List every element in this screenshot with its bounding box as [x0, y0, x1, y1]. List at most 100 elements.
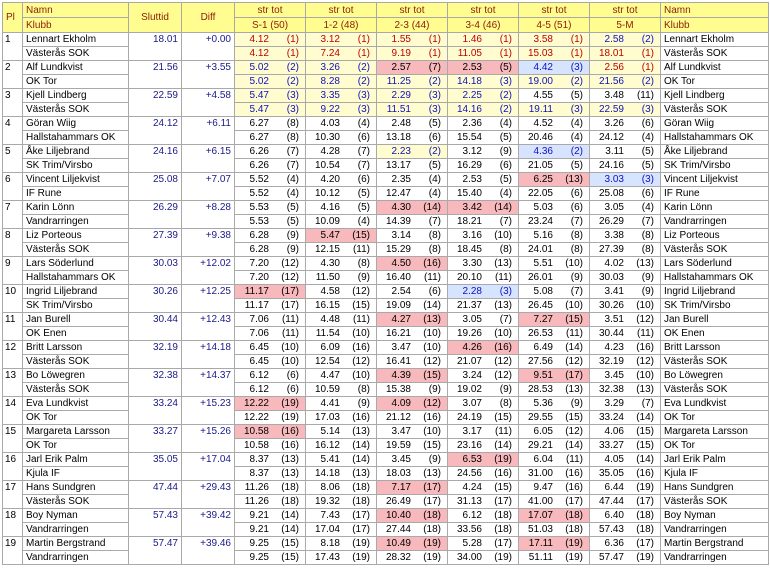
runner-name-right[interactable]: Eva Lundkvist: [660, 396, 769, 411]
header-leg-3[interactable]: 2-3 (44): [376, 17, 448, 33]
runner-name-right[interactable]: Bo Löwegren: [660, 368, 769, 383]
runner-name-right[interactable]: Britt Larsson: [660, 340, 769, 355]
header-leg-5-top[interactable]: str tot: [518, 2, 590, 18]
runner-name-right[interactable]: Karin Lönn: [660, 200, 769, 215]
header-leg-2-top[interactable]: str tot: [305, 2, 377, 18]
runner-name-right[interactable]: Jan Burell: [660, 312, 769, 327]
split-rank: (16): [281, 426, 299, 437]
header-leg-5[interactable]: 4-5 (51): [518, 17, 590, 33]
total-rank: (3): [570, 104, 583, 115]
runner-name[interactable]: Margareta Larsson: [22, 424, 129, 439]
runner-name-right[interactable]: Hans Sundgren: [660, 480, 769, 495]
split-rank: (6): [428, 286, 441, 297]
split-cell: 6.44 (19): [589, 480, 661, 495]
total-rank: (3): [499, 76, 512, 87]
runner-name[interactable]: Vincent Liljekvist: [22, 172, 129, 187]
split-rank: (12): [636, 314, 654, 325]
runner-name[interactable]: Karin Lönn: [22, 200, 129, 215]
runner-name[interactable]: Lennart Ekholm: [22, 32, 129, 47]
total-rank: (2): [499, 104, 512, 115]
split-time: 6.04: [533, 454, 553, 465]
runner-name-right[interactable]: Martin Bergstrand: [660, 536, 769, 551]
runner-name-right[interactable]: Göran Wiig: [660, 116, 769, 131]
split-cell: 4.23 (16): [589, 340, 661, 355]
split-cell: 7.43 (17): [305, 508, 377, 523]
table-row-sub: Västerås SOK 4.12 (1) 7.24 (1) 9.19 (1) 11.05 (1…: [3, 46, 769, 61]
split-time: 3.16: [462, 230, 482, 241]
total-rank: (14): [494, 440, 512, 451]
total-time: 24.01: [527, 244, 553, 255]
runner-name[interactable]: Alf Lundkvist: [22, 60, 129, 75]
runner-name-right[interactable]: Margareta Larsson: [660, 424, 769, 439]
runner-name[interactable]: Kjell Lindberg: [22, 88, 129, 103]
runner-name-right[interactable]: Alf Lundkvist: [660, 60, 769, 75]
runner-name[interactable]: Bo Löwegren: [22, 368, 129, 383]
runner-name[interactable]: Jan Burell: [22, 312, 129, 327]
total-cell: 30.03 (9): [589, 270, 661, 285]
runner-name[interactable]: Jarl Erik Palm: [22, 452, 129, 467]
header-leg-1[interactable]: S-1 (50): [234, 17, 306, 33]
runner-name[interactable]: Liz Porteous: [22, 228, 129, 243]
finish-time: 30.26: [128, 284, 182, 313]
split-cell: 3.12 (1): [305, 32, 377, 47]
runner-name[interactable]: Ingrid Liljebrand: [22, 284, 129, 299]
split-rank: (15): [494, 482, 512, 493]
runner-name[interactable]: Martin Bergstrand: [22, 536, 129, 551]
total-rank: (9): [499, 384, 512, 395]
header-leg-4[interactable]: 3-4 (46): [447, 17, 519, 33]
header-leg-2[interactable]: 1-2 (48): [305, 17, 377, 33]
total-time: 27.39: [598, 244, 624, 255]
header-leg-3-top[interactable]: str tot: [376, 2, 448, 18]
total-cell: 27.56 (12): [518, 354, 590, 369]
runner-name[interactable]: Eva Lundkvist: [22, 396, 129, 411]
header-leg-1-top[interactable]: str tot: [234, 2, 306, 18]
runner-name-right[interactable]: Jarl Erik Palm: [660, 452, 769, 467]
header-leg-6-top[interactable]: str tot: [589, 2, 661, 18]
total-rank: (12): [423, 356, 441, 367]
total-rank: (18): [352, 496, 370, 507]
header-sluttid[interactable]: Sluttid: [128, 2, 182, 33]
header-pl: Pl: [2, 2, 23, 33]
split-time: 1.55: [391, 34, 411, 45]
total-cell: 17.04 (17): [305, 522, 377, 537]
runner-name-right[interactable]: Vincent Liljekvist: [660, 172, 769, 187]
runner-name-right[interactable]: Kjell Lindberg: [660, 88, 769, 103]
total-time: 12.54: [314, 356, 340, 367]
split-rank: (16): [423, 258, 441, 269]
header-leg-6[interactable]: 5-M: [589, 17, 661, 33]
runner-name-right[interactable]: Ingrid Liljebrand: [660, 284, 769, 299]
runner-name[interactable]: Lars Söderlund: [22, 256, 129, 271]
runner-name-right[interactable]: Åke Liljebrand: [660, 144, 769, 159]
runner-name[interactable]: Boy Nyman: [22, 508, 129, 523]
split-rank: (14): [636, 454, 654, 465]
split-cell: 6.40 (18): [589, 508, 661, 523]
runner-name-right[interactable]: Lars Söderlund: [660, 256, 769, 271]
total-cell: 14.18 (3): [447, 74, 519, 89]
runner-club-right: Vandrarringen: [660, 522, 769, 537]
header-leg-4-top[interactable]: str tot: [447, 2, 519, 18]
total-cell: 6.27 (8): [234, 130, 306, 145]
total-time: 21.05: [527, 160, 553, 171]
total-rank: (1): [428, 48, 441, 59]
runner-name[interactable]: Göran Wiig: [22, 116, 129, 131]
runner-name-right[interactable]: Boy Nyman: [660, 508, 769, 523]
placement: 17: [2, 480, 23, 509]
table-row: 5 Åke Liljebrand 24.16 +6.15 6.26 (7) 4.28 (7) 2…: [2, 144, 769, 173]
total-rank: (17): [423, 496, 441, 507]
split-time: 3.51: [604, 314, 624, 325]
total-time: 15.29: [385, 244, 411, 255]
split-time: 6.44: [604, 482, 624, 493]
split-time: 7.20: [249, 258, 269, 269]
runner-name[interactable]: Åke Liljebrand: [22, 144, 129, 159]
total-rank: (2): [641, 76, 654, 87]
total-time: 6.28: [249, 244, 269, 255]
split-rank: (2): [641, 34, 654, 45]
header-diff[interactable]: Diff: [181, 2, 235, 33]
runner-name-right[interactable]: Liz Porteous: [660, 228, 769, 243]
runner-name[interactable]: Britt Larsson: [22, 340, 129, 355]
total-cell: 24.19 (15): [447, 410, 519, 425]
runner-name-right[interactable]: Lennart Ekholm: [660, 32, 769, 47]
total-cell: 51.11 (19): [518, 550, 590, 565]
runner-name[interactable]: Hans Sundgren: [22, 480, 129, 495]
split-time: 2.25: [462, 90, 482, 101]
